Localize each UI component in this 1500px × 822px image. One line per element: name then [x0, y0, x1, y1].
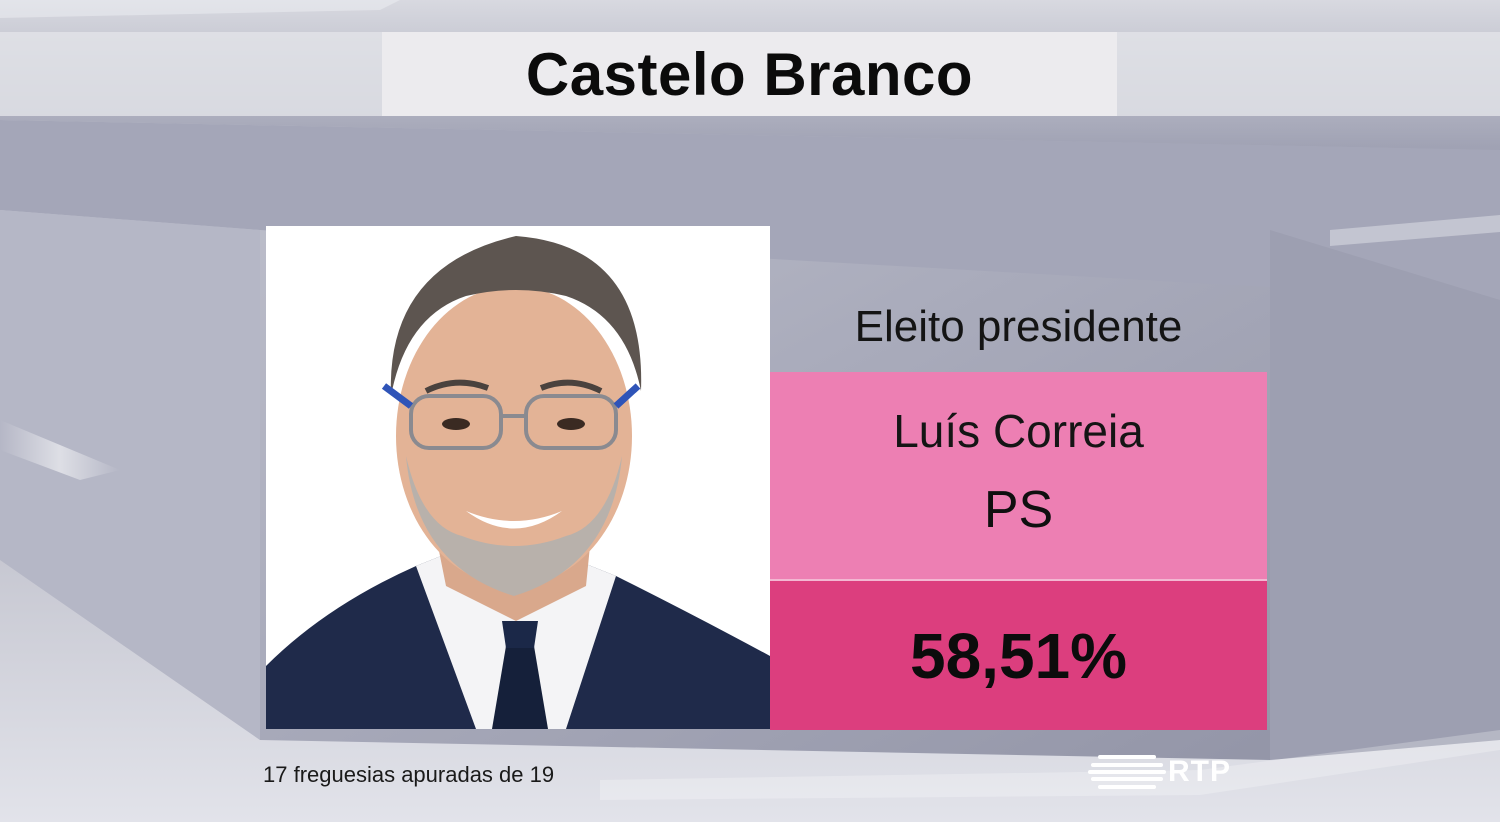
candidate-name: Luís Correia [893, 405, 1144, 457]
page-title: Castelo Branco [525, 40, 974, 108]
box-divider [770, 579, 1267, 581]
rtp-lines-icon [1088, 755, 1166, 789]
vote-percentage: 58,51% [909, 619, 1128, 692]
title-box: Castelo Branco [382, 32, 1117, 116]
candidate-box: Luís Correia PS [770, 372, 1267, 579]
candidate-photo [266, 226, 770, 729]
rtp-logo-text: RTP [1168, 755, 1231, 788]
parishes-note: 17 freguesias apuradas de 19 [263, 762, 555, 787]
rtp-logo: RTP [1088, 752, 1268, 792]
percentage-box: 58,51% [770, 581, 1267, 730]
elected-label: Eleito presidente [854, 302, 1183, 351]
candidate-portrait-icon [266, 226, 770, 729]
candidate-party: PS [983, 481, 1054, 539]
